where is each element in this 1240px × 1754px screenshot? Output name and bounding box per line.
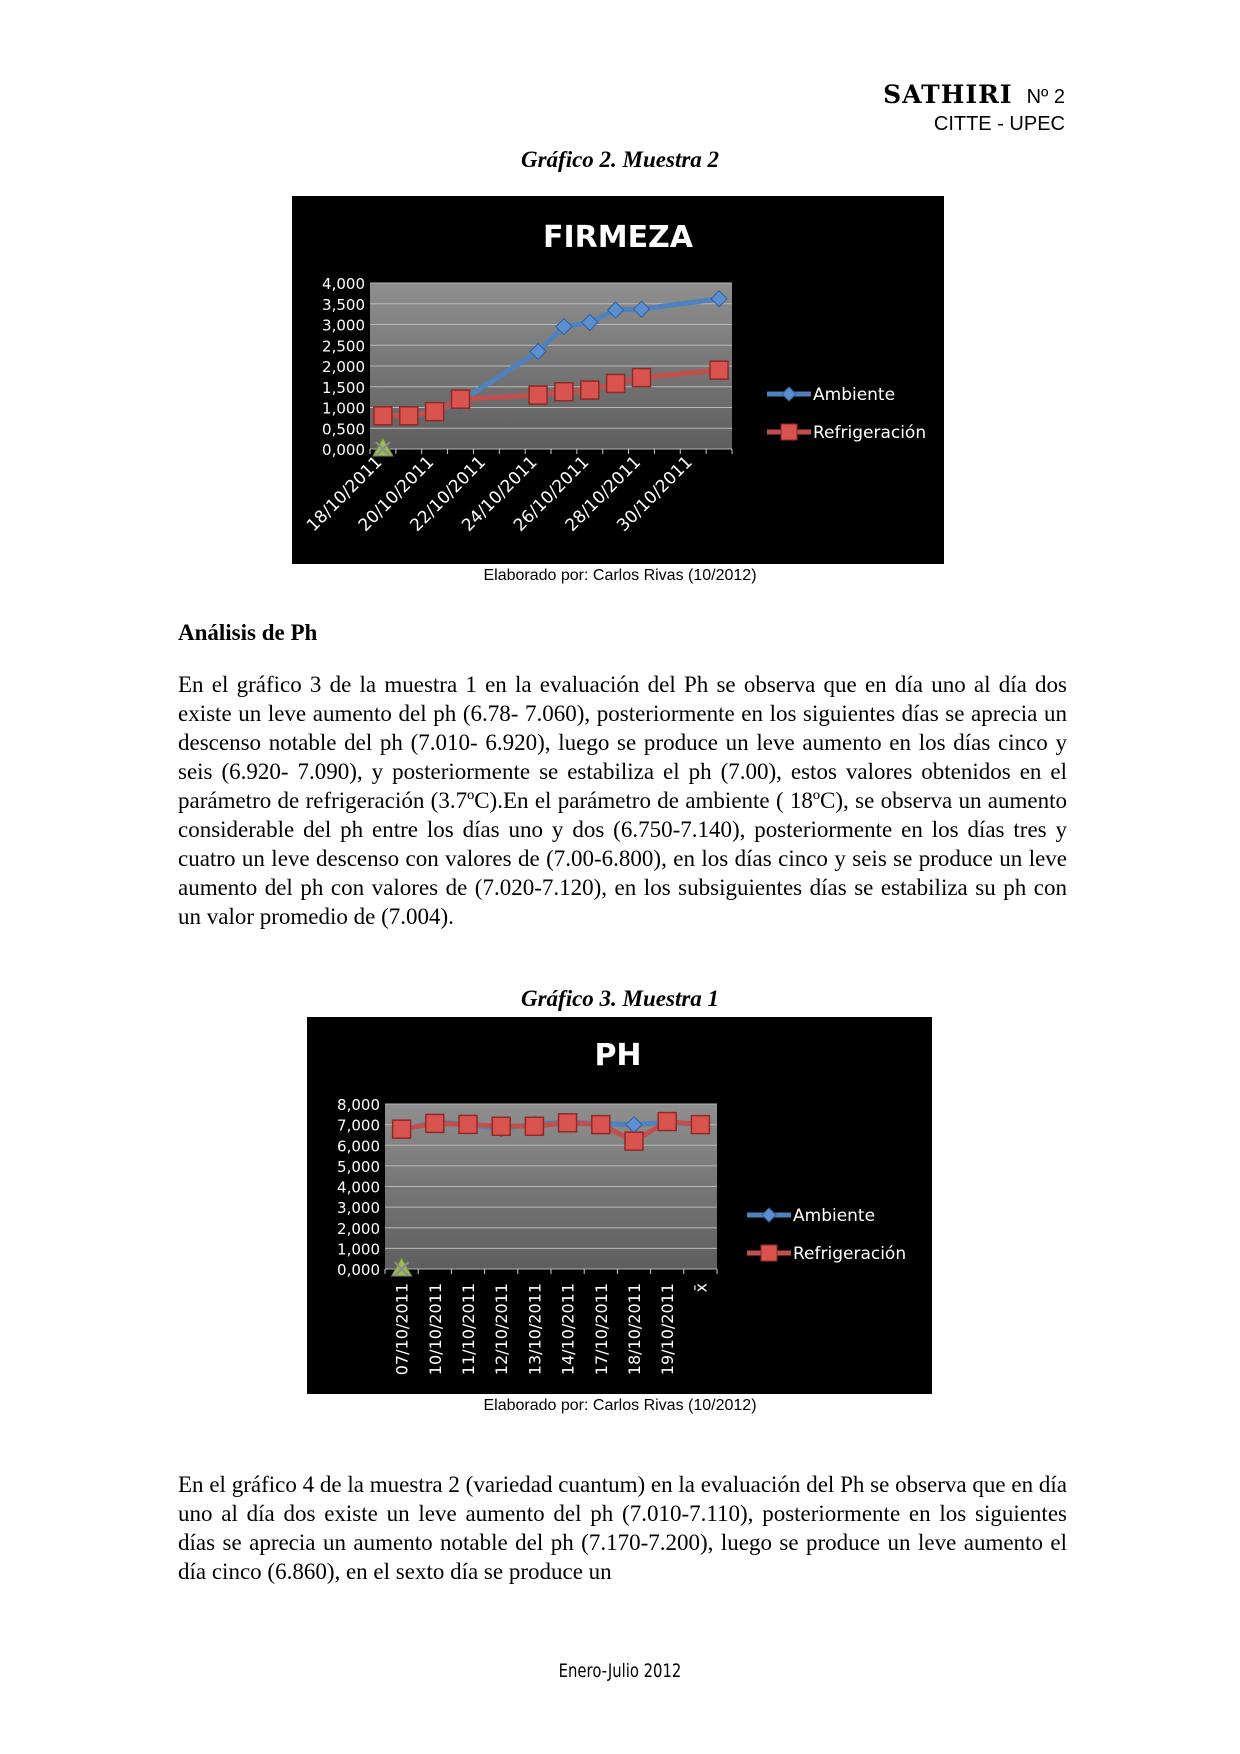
y-tick-label: 3,000	[322, 317, 365, 335]
legend-marker-refrigeracion	[760, 1244, 778, 1262]
x-tick-label: 10/10/2011	[426, 1283, 445, 1375]
legend-label-ambiente: Ambiente	[793, 1206, 875, 1226]
x-tick-label: 17/10/2011	[592, 1283, 611, 1375]
data-point-refrigeracion	[605, 373, 626, 394]
data-point-refrigeracion	[524, 1116, 545, 1137]
data-point-refrigeracion	[631, 367, 652, 388]
x-tick-label: 07/10/2011	[393, 1283, 412, 1375]
journal-title: SATHIRI	[883, 80, 1013, 109]
y-tick-label: 2,500	[322, 337, 365, 355]
section-heading: Análisis de Ph	[178, 620, 318, 645]
paragraph-ph-analysis: En el gráfico 3 de la muestra 1 en la ev…	[178, 672, 1067, 929]
data-point-refrigeracion	[491, 1116, 511, 1137]
y-tick-label: 2,000	[337, 1220, 380, 1238]
page-footer: Enero-Julio 2012	[558, 1660, 682, 1682]
series-line-refrigeración	[401, 1119, 701, 1144]
data-point-refrigeracion	[373, 406, 393, 426]
data-point-refrigeracion	[580, 380, 600, 400]
data-point-ambiente	[555, 317, 573, 336]
legend-label-ambiente: Ambiente	[813, 385, 895, 405]
y-tick-label: 5,000	[337, 1158, 380, 1176]
data-point-ambiente	[529, 342, 547, 361]
y-tick-label: 0,000	[322, 441, 365, 459]
ph-chart: PH 0,000 1,000 2,000 3,000 4,000 5,000 6,000 7,0…	[307, 1017, 932, 1394]
data-point-refrigeracion	[391, 1119, 412, 1139]
figure3-caption: Gráfico 3. Muestra 1	[520, 986, 720, 1011]
chart-title: FIRMEZA	[543, 220, 694, 255]
firmeza-chart: FIRMEZA 0,000 0,500 1,000 1,500 2,000 2,500 3,0…	[292, 196, 944, 564]
y-tick-label: 1,500	[322, 379, 365, 397]
x-tick-label: 13/10/2011	[525, 1283, 544, 1375]
y-tick-label: 1,000	[337, 1240, 380, 1258]
data-point-refrigeracion	[425, 1113, 445, 1134]
extra-marker	[390, 1256, 413, 1277]
data-point-refrigeracion	[657, 1111, 677, 1132]
figure2-source: Elaborado por: Carlos Rivas (10/2012)	[483, 567, 757, 584]
y-tick-label: 6,000	[337, 1137, 380, 1155]
y-tick-label: 7,000	[337, 1117, 380, 1135]
data-point-ambiente	[632, 300, 651, 318]
series-line-refrigeración	[382, 367, 720, 419]
extra-marker-cross	[375, 441, 391, 457]
extra-marker	[372, 436, 394, 457]
y-tick-label: 3,500	[322, 296, 365, 314]
data-point-refrigeracion	[399, 406, 419, 426]
data-point-ambiente	[606, 301, 625, 319]
y-tick-label: 0,000	[337, 1261, 380, 1279]
data-point-ambiente	[710, 290, 728, 308]
data-point-ambiente	[581, 313, 599, 332]
figure2-caption: Gráfico 2. Muestra 2	[520, 147, 720, 172]
x-tick-label: 14/10/2011	[559, 1283, 578, 1375]
x-tick-label: 12/10/2011	[492, 1283, 511, 1375]
data-point-refrigeracion	[557, 1113, 578, 1133]
data-point-refrigeracion	[554, 381, 574, 402]
chart-title: PH	[594, 1038, 641, 1073]
x-tick-label: 18/10/2011	[625, 1283, 644, 1375]
paragraph-sample2: En el gráfico 4 de la muestra 2 (varieda…	[178, 1472, 1067, 1584]
legend-marker-refrigeracion	[780, 423, 798, 441]
figure3-source: Elaborado por: Carlos Rivas (10/2012)	[483, 1397, 757, 1414]
x-tick-label: x̄	[691, 1283, 710, 1292]
y-tick-label: 0,500	[322, 420, 365, 438]
journal-subtitle: CITTE - UPEC	[933, 113, 1065, 135]
x-tick-label: 11/10/2011	[459, 1283, 478, 1375]
data-point-refrigeracion	[528, 385, 548, 405]
y-tick-label: 4,000	[322, 275, 365, 293]
issue-number: Nº 2	[1026, 86, 1065, 108]
y-tick-label: 8,000	[337, 1096, 380, 1114]
data-point-refrigeracion	[450, 389, 471, 409]
data-point-refrigeracion	[424, 401, 445, 422]
data-point-refrigeracion	[709, 360, 729, 380]
data-point-refrigeracion	[458, 1114, 478, 1135]
extra-marker-cross	[393, 1261, 410, 1277]
ph-chart-svg: PH 0,000 1,000 2,000 3,000 4,000 5,000 6,000 7,0…	[337, 1038, 906, 1375]
legend-label-refrigeración: Refrigeración	[813, 423, 926, 443]
data-point-refrigeracion	[624, 1131, 644, 1151]
journal-header: SATHIRI Nº 2 CITTE - UPEC	[883, 80, 1065, 136]
y-tick-label: 3,000	[337, 1199, 380, 1217]
y-tick-label: 4,000	[337, 1179, 380, 1197]
y-tick-label: 2,000	[322, 358, 365, 376]
data-point-refrigeracion	[690, 1114, 711, 1135]
firmeza-chart-svg: FIRMEZA 0,000 0,500 1,000 1,500 2,000 2,500 3,0…	[303, 220, 926, 536]
legend-label-refrigeración: Refrigeración	[793, 1244, 906, 1264]
y-tick-label: 1,000	[322, 400, 365, 418]
legend-marker-ambiente	[781, 386, 797, 402]
x-tick-label: 19/10/2011	[658, 1283, 677, 1375]
data-point-refrigeracion	[591, 1114, 611, 1135]
legend-marker-ambiente	[761, 1207, 777, 1223]
